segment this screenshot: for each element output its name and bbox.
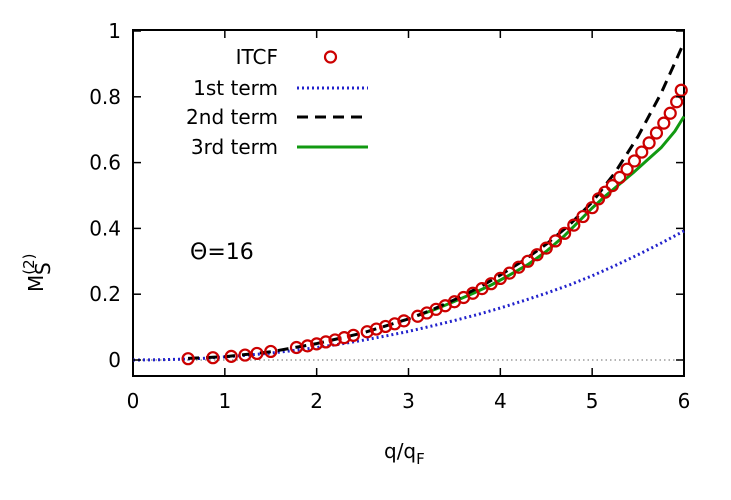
itcf-point — [674, 83, 688, 97]
itcf-point — [397, 314, 411, 328]
x-tick-label: 4 — [494, 389, 507, 413]
axes-layer: 0 1 2 3 4 5 6 0 0.2 0.4 0.6 0.8 1 — [89, 19, 690, 413]
itcf-point — [613, 170, 627, 185]
itcf-point — [328, 333, 342, 347]
y-axis-title: M(2) S — [20, 253, 55, 292]
itcf-point — [512, 260, 526, 274]
x-tick-label: 2 — [310, 389, 323, 413]
x-tick-label: 1 — [218, 389, 231, 413]
x-tick-label: 6 — [678, 389, 691, 413]
itcf-point — [319, 335, 333, 349]
itcf-point — [530, 248, 544, 262]
x-tick-label: 3 — [402, 389, 415, 413]
itcf-point — [337, 331, 351, 345]
legend-label-2nd-term: 2nd term — [186, 105, 278, 129]
y-tick-label: 0.6 — [89, 151, 121, 175]
itcf-point — [642, 136, 656, 150]
itcf-point — [635, 145, 649, 159]
legend-marker-itcf — [323, 50, 338, 64]
y-axis-title-base: M — [24, 275, 48, 292]
itcf-point — [539, 241, 553, 255]
legend-label-itcf: ITCF — [236, 45, 278, 69]
itcf-point — [663, 106, 677, 120]
itcf-point — [558, 226, 572, 240]
y-axis-title-subscript: S — [31, 262, 55, 275]
itcf-point — [598, 185, 612, 199]
y-axis-title-superscript: (2) — [20, 253, 38, 274]
itcf-point — [238, 348, 252, 362]
series-itcf — [181, 83, 688, 366]
series-layer — [132, 41, 688, 366]
itcf-point — [346, 328, 360, 342]
x-tick-label: 5 — [586, 389, 599, 413]
itcf-point — [627, 154, 642, 168]
x-axis-title-subscript: F — [416, 450, 425, 468]
itcf-point — [649, 126, 664, 140]
itcf-point — [576, 209, 590, 224]
y-tick-label: 0.8 — [89, 85, 121, 109]
itcf-point — [521, 254, 535, 268]
series-3rd-term-line — [417, 115, 686, 318]
theta-annotation: Θ=16 — [190, 240, 254, 265]
itcf-point — [224, 349, 238, 363]
itcf-point — [300, 339, 315, 353]
x-axis-title: q/qF — [384, 439, 425, 468]
x-tick-label: 0 — [127, 389, 140, 413]
series-2nd-term-line — [188, 41, 686, 360]
itcf-point — [264, 344, 278, 359]
svg-text:M(2): M(2) — [20, 253, 48, 292]
legend-label-3rd-term: 3rd term — [191, 135, 278, 159]
itcf-point — [181, 352, 195, 366]
itcf-point — [567, 218, 581, 232]
legend-label-1st-term: 1st term — [193, 76, 278, 100]
y-tick-label: 0.2 — [89, 282, 121, 306]
itcf-point — [502, 266, 517, 280]
itcf-point — [657, 116, 671, 130]
itcf-point — [310, 337, 324, 351]
x-axis-title-base: q/q — [384, 439, 416, 463]
itcf-point — [620, 162, 634, 176]
itcf-point — [206, 351, 220, 365]
itcf-point — [585, 201, 599, 215]
y-tick-label: 1 — [108, 19, 121, 43]
y-tick-label: 0.4 — [89, 216, 121, 240]
itcf-point — [250, 346, 264, 361]
legend: ITCF 1st term 2nd term 3rd term — [186, 45, 368, 159]
itcf-point — [670, 95, 684, 109]
itcf-point — [605, 179, 619, 193]
itcf-point — [548, 234, 563, 248]
y-tick-label: 0 — [108, 348, 121, 372]
